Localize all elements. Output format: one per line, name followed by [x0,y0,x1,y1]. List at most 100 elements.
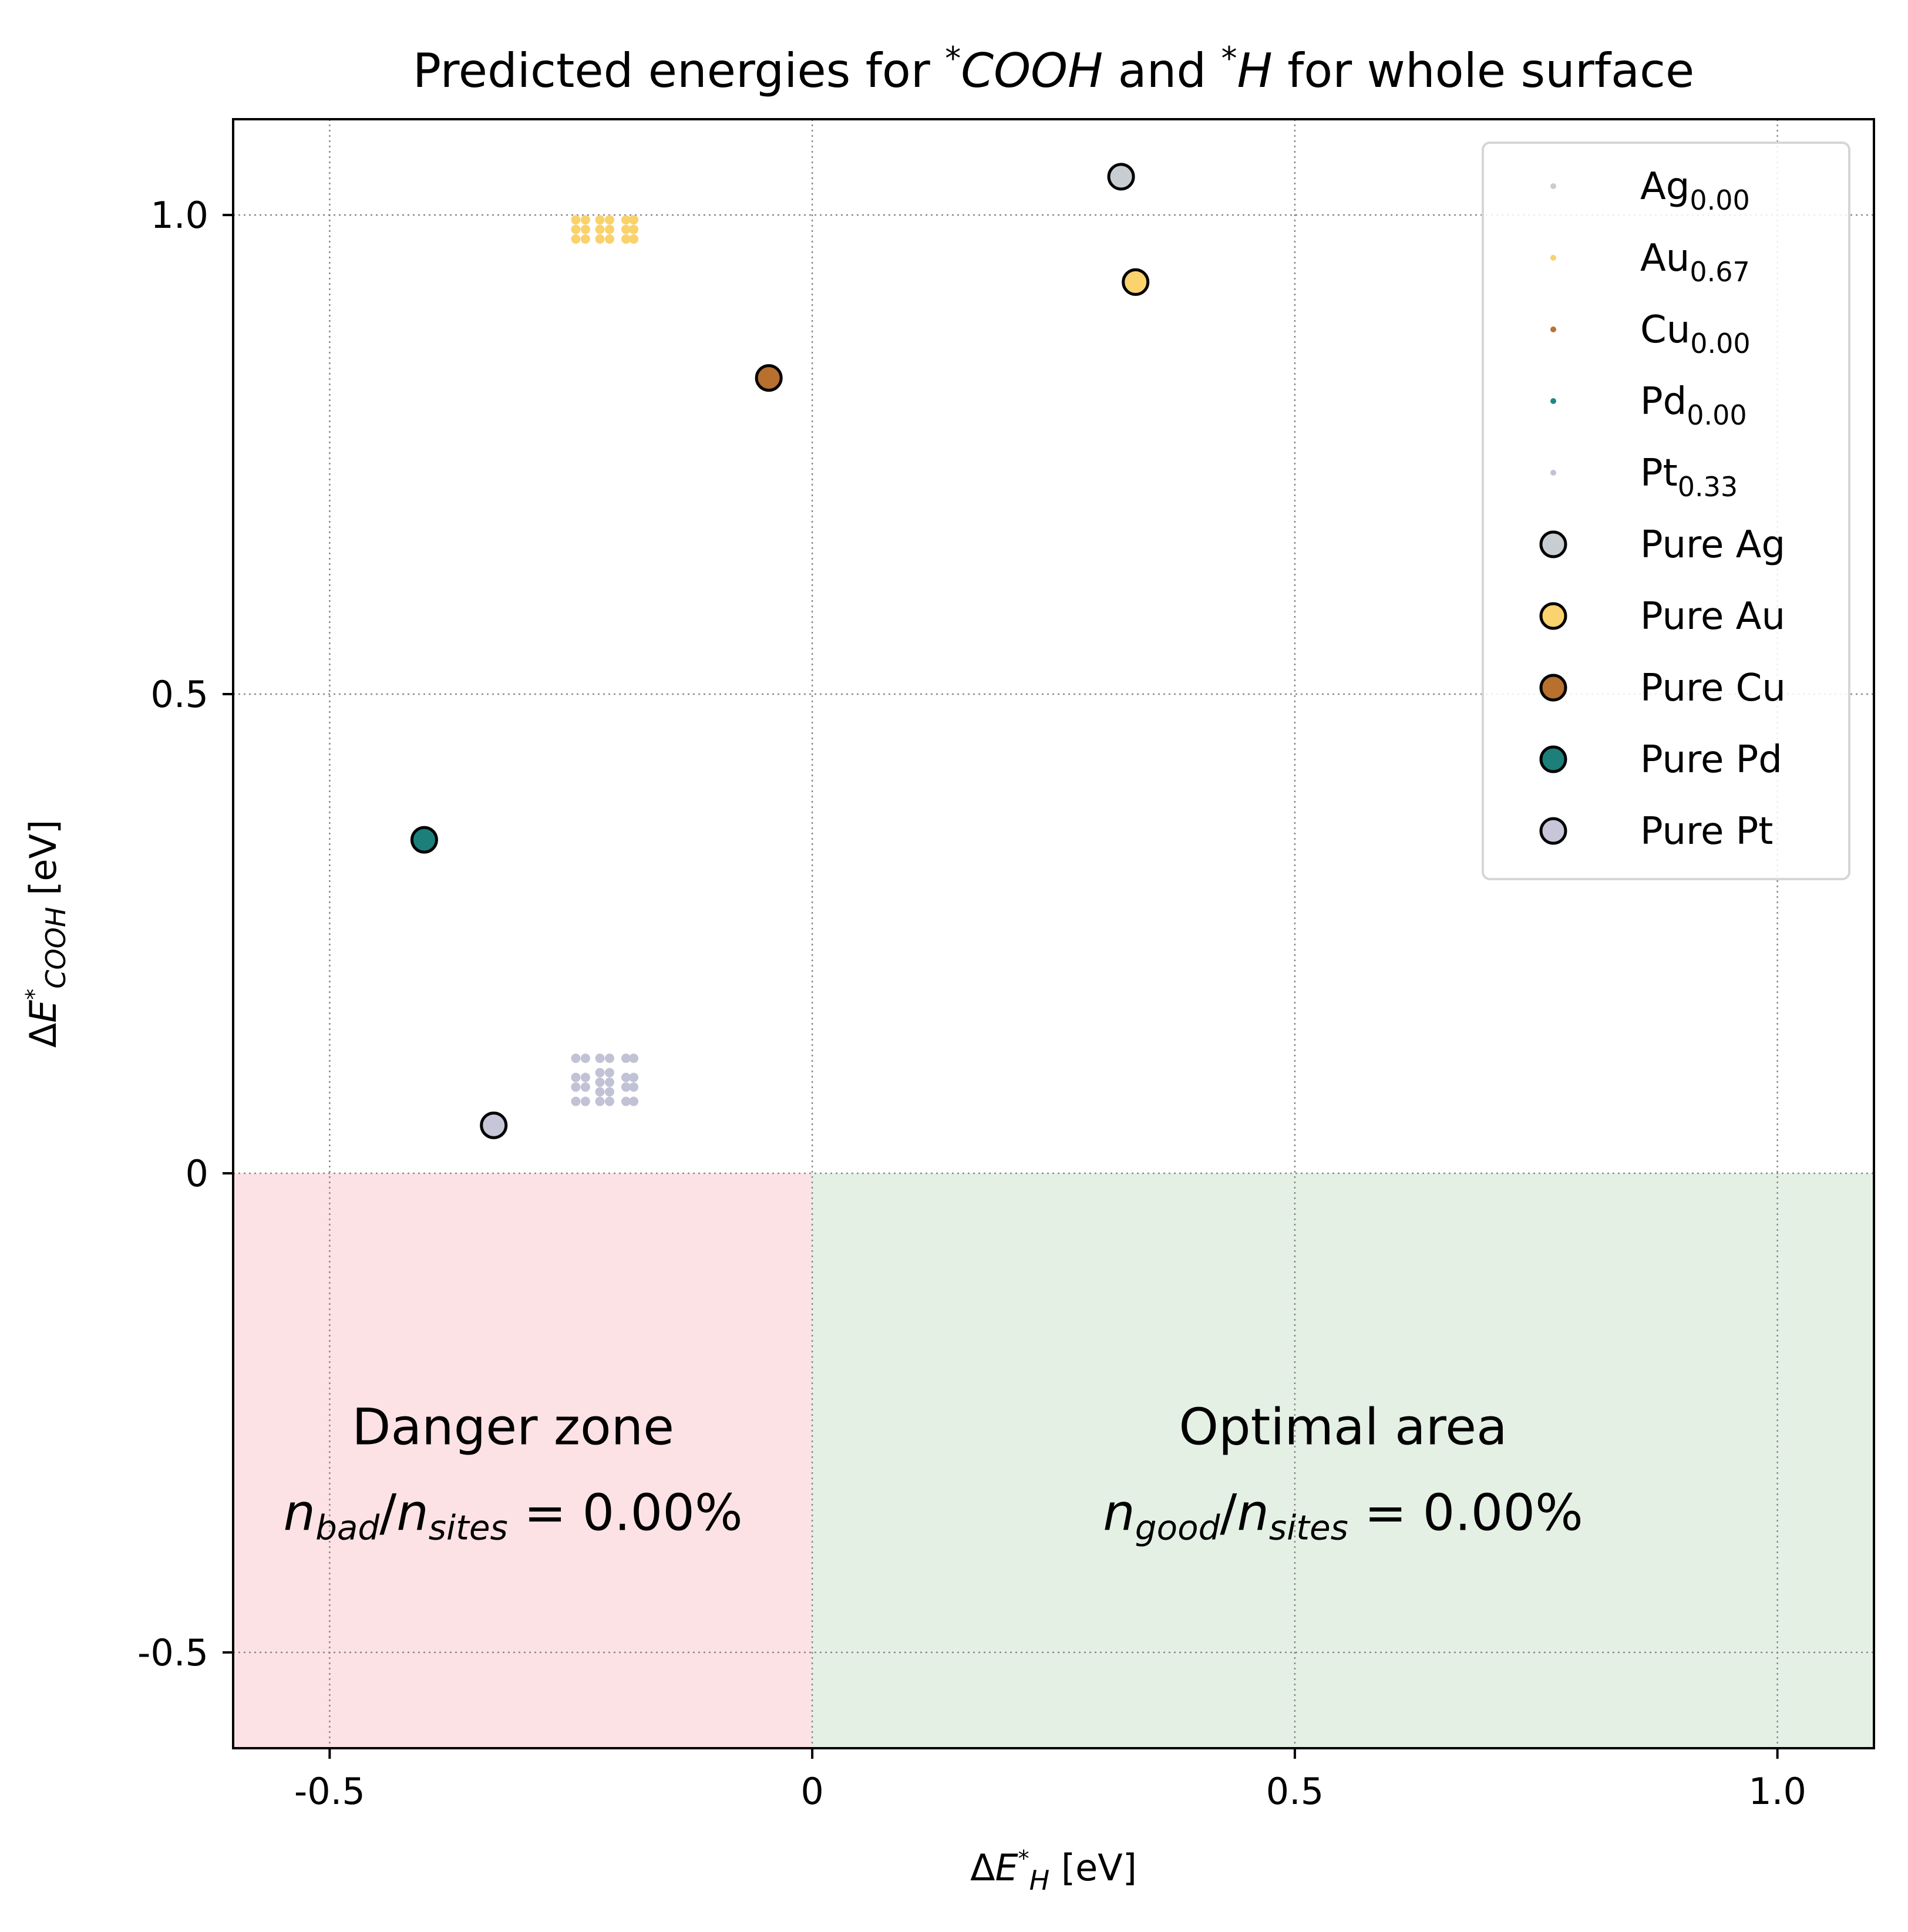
au-site-point [621,224,631,234]
legend-pure-au-label: Pure Au [1640,595,1785,638]
legend-pt-label: Pt0.33 [1640,452,1738,503]
au-site-point [629,234,639,244]
title-math: H [1237,43,1273,98]
x-tick-label: 0.5 [1266,1770,1324,1813]
legend-pure-au-marker [1539,602,1567,630]
legend-element-fraction: 0.00 [1687,399,1747,431]
legend-au-label: Au0.67 [1640,237,1750,288]
pt-site-point [595,1096,605,1106]
pt-site-point [595,1087,605,1097]
legend-pd-label: Pd0.00 [1640,380,1747,431]
pt-site-point [621,1096,631,1106]
y-tick-label: 1.0 [150,194,208,237]
pt-site-point [595,1077,605,1087]
ratio-numerator: n [284,1483,316,1542]
label-subscript: COOH [40,907,72,988]
ratio-value: = 0.00% [508,1483,743,1542]
pure-cu-marker [755,364,783,392]
pt-site-point [580,1082,590,1092]
legend-pure-ag-label: Pure Ag [1640,523,1785,567]
au-site-point [595,234,605,244]
label-superscript: * [1018,1846,1029,1872]
pure-au-marker [1122,268,1150,296]
au-site-point [604,224,614,234]
legend-element-name: Pt [1640,452,1678,495]
label-e: E [22,999,65,1023]
zones-layer [233,1173,1874,1748]
label-delta: Δ [22,1023,65,1048]
au-site-point [621,215,631,225]
au-site-point [580,234,590,244]
grid-layer [233,119,1874,1748]
plot-area-frame [232,118,1875,1749]
title-text: and [1103,43,1221,98]
au-site-point [629,224,639,234]
legend-pd-marker [1550,398,1556,404]
ratio-numerator-subscript: bad [315,1507,380,1547]
title-text: Predicted energies for [413,43,945,98]
label-subscript: H [1029,1864,1050,1896]
pt-site-point [621,1072,631,1082]
ratio-numerator-subscript: good [1135,1507,1221,1547]
legend-box [1482,142,1850,880]
legend-au-marker [1550,255,1556,261]
au-site-point [604,234,614,244]
y-tick-label: 0.5 [150,673,208,716]
title-superscript: * [1221,40,1237,77]
x-tick-label: -0.5 [294,1770,365,1813]
au-site-point [629,215,639,225]
legend-element-fraction: 0.33 [1678,471,1738,503]
ratio-numerator: n [1103,1483,1135,1542]
pt-site-point [571,1082,581,1092]
pt-site-point [629,1072,639,1082]
optimal-zone-area [812,1173,1874,1748]
pt-site-point [629,1082,639,1092]
title-math: COOH [961,43,1103,98]
au-site-point [595,224,605,234]
legend-ag-label: Ag0.00 [1640,165,1750,216]
pure-pd-marker [410,826,438,854]
label-delta: Δ [970,1846,995,1889]
legend-element-name: Cu [1640,308,1690,352]
au-site-point [580,224,590,234]
chart-title: Predicted energies for *COOH and *H for … [413,40,1694,98]
points-layer [410,163,1150,1139]
optimal-zone-ratio: ngood/nsites = 0.00% [1103,1483,1583,1547]
x-tick-label: 0 [800,1770,823,1813]
title-text: for whole surface [1273,43,1694,98]
legend-element-name: Au [1640,237,1690,280]
legend-pure-pt-marker [1539,817,1567,845]
ratio-slash: / [1220,1483,1237,1542]
pt-site-point [571,1072,581,1082]
ratio-denominator: n [396,1483,429,1542]
ratio-denominator-subscript: sites [429,1507,508,1547]
pt-site-point [604,1087,614,1097]
pt-site-point [621,1082,631,1092]
pt-site-point [604,1077,614,1087]
au-site-point [595,215,605,225]
pt-site-point [629,1053,639,1063]
pt-site-point [604,1053,614,1063]
ratio-denominator-subscript: sites [1269,1507,1348,1547]
legend-pure-pd-label: Pure Pd [1640,738,1782,782]
label-unit: [eV] [1049,1846,1137,1889]
optimal-zone-title: Optimal area [1179,1398,1507,1456]
pt-site-point [580,1096,590,1106]
au-site-point [580,215,590,225]
pt-site-point [595,1068,605,1078]
y-tick-label: 0 [186,1152,208,1195]
legend-pt-marker [1550,470,1556,476]
danger-zone-ratio: nbad/nsites = 0.00% [284,1483,743,1547]
pt-site-point [580,1072,590,1082]
legend-ag-marker [1550,183,1556,189]
legend-element-name: Pd [1640,380,1687,423]
au-site-point [604,215,614,225]
legend-element-fraction: 0.00 [1690,328,1750,359]
au-site-point [571,234,581,244]
legend-element-fraction: 0.00 [1690,184,1749,216]
pure-pt-marker [480,1111,508,1139]
label-superscript: * [21,989,47,1000]
